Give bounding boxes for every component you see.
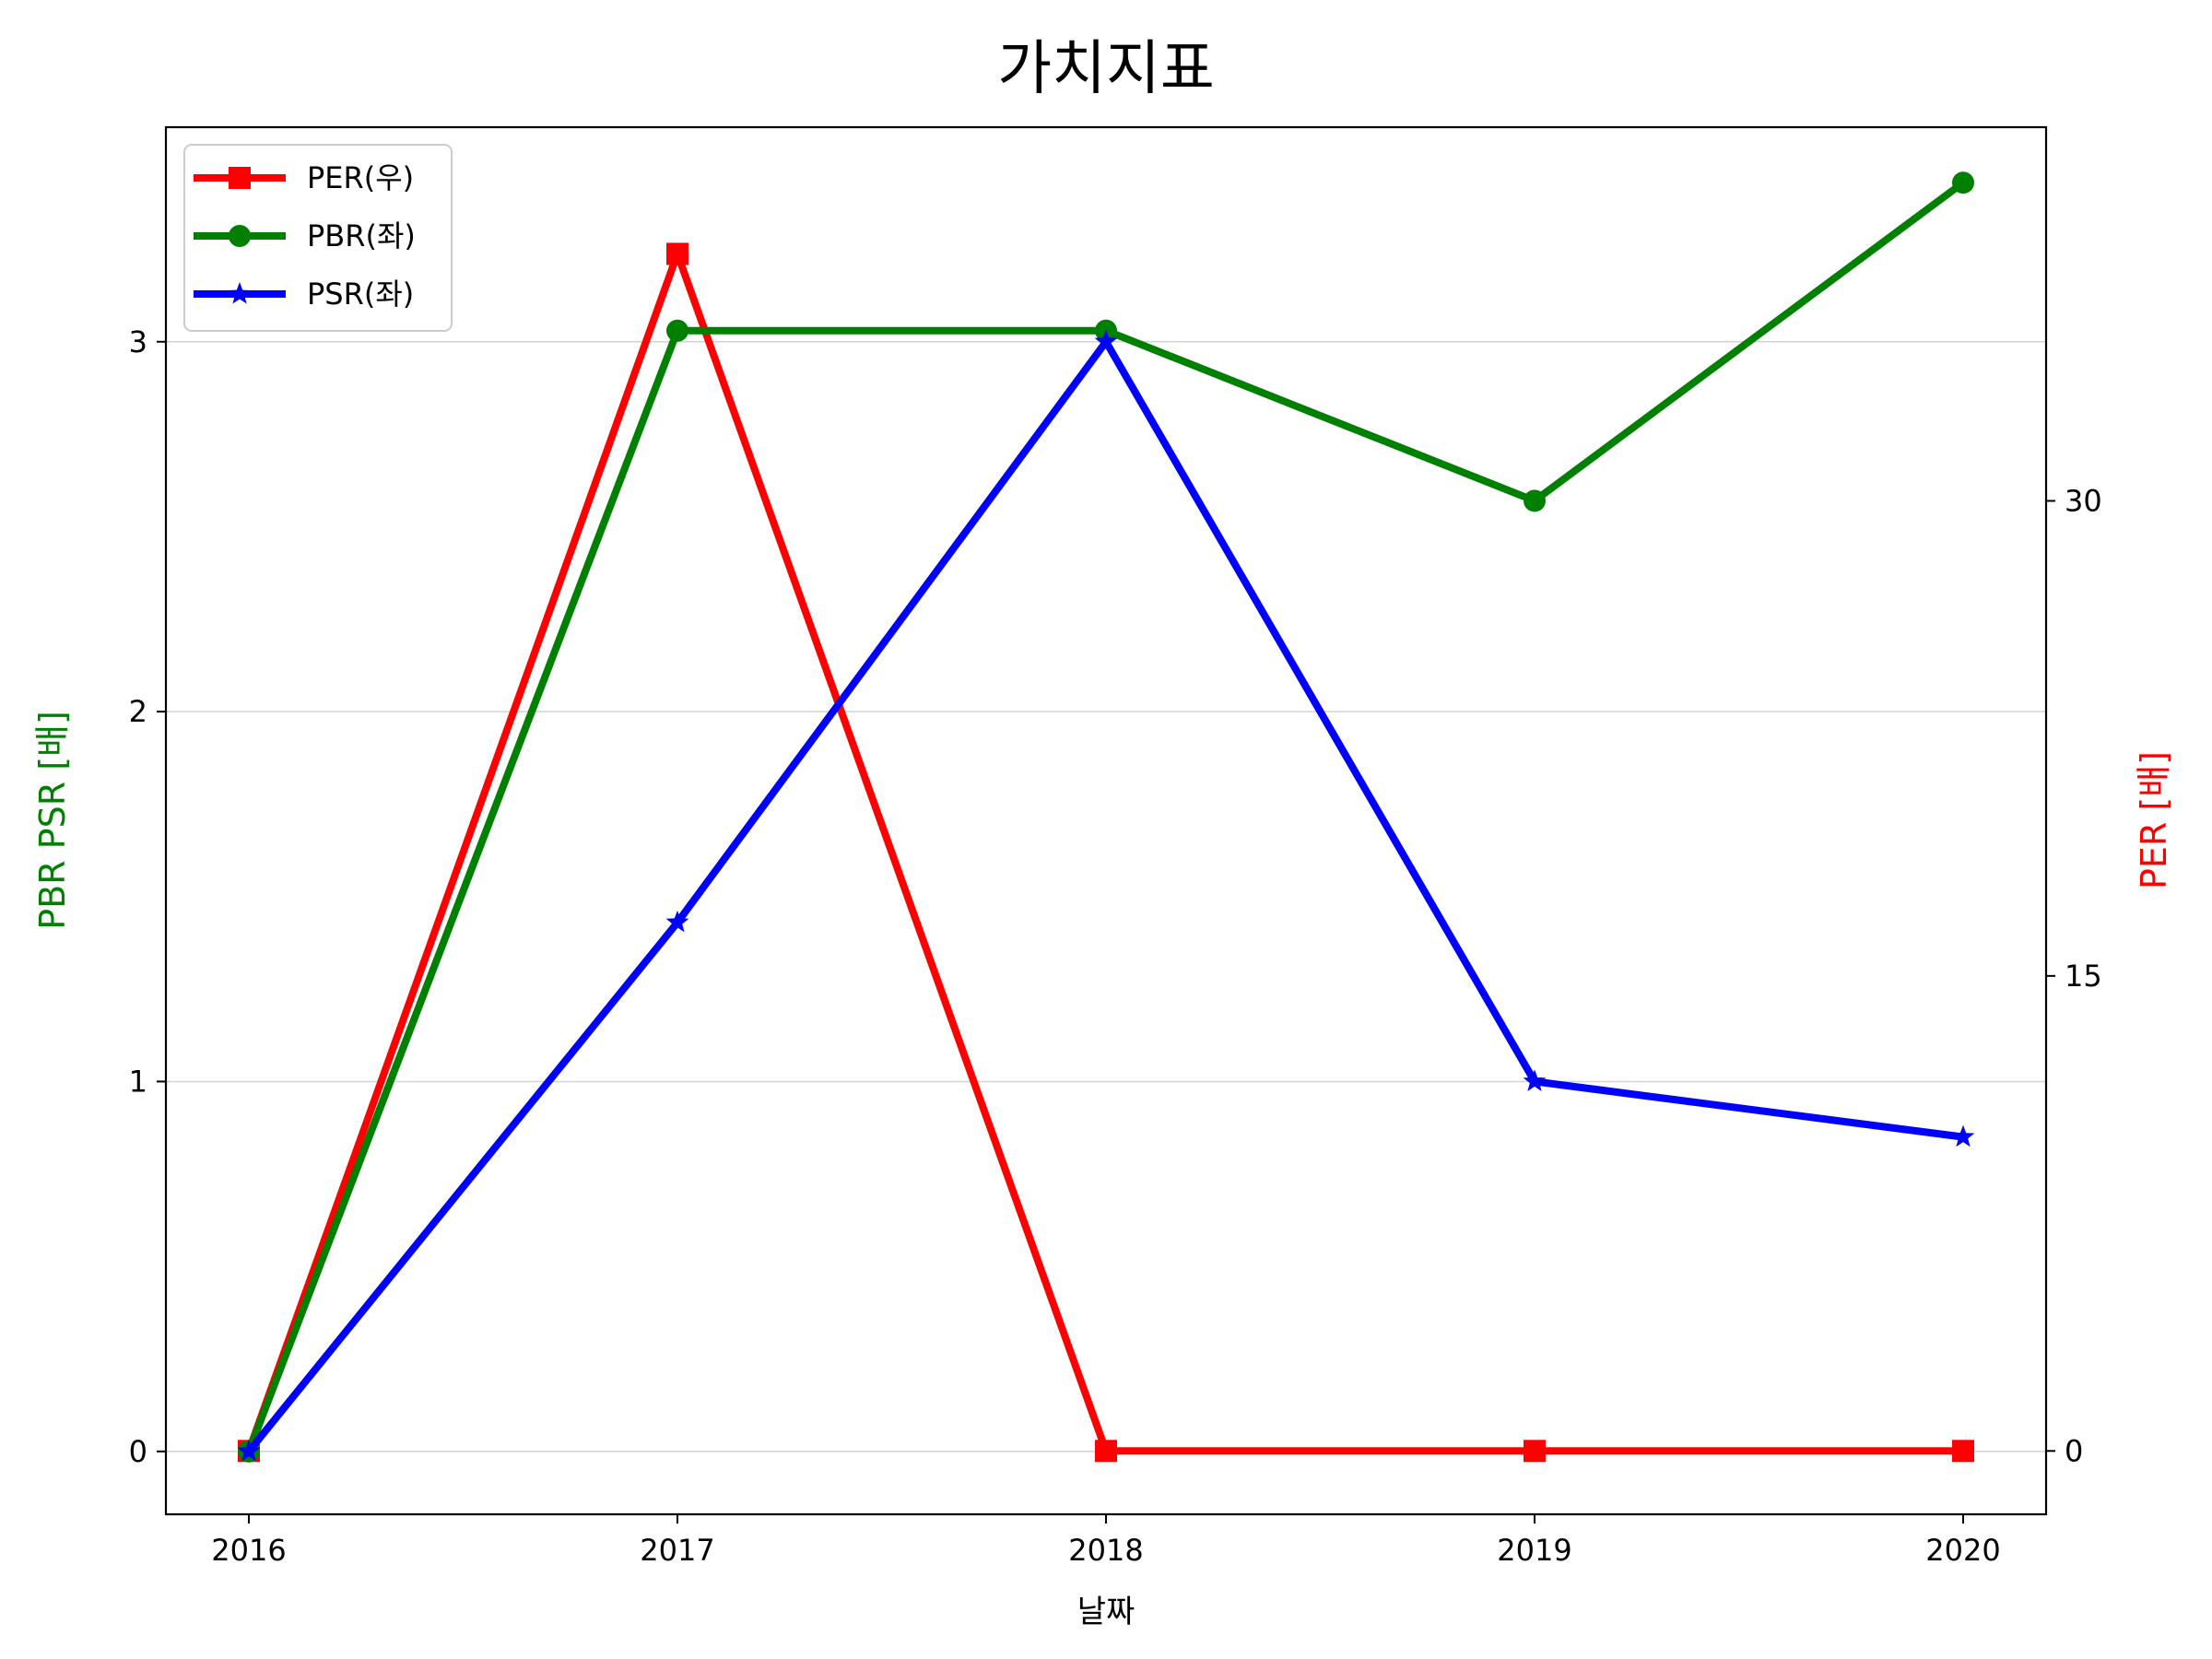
y-left-tick-label: 0 [129, 1434, 147, 1469]
data-point [666, 319, 688, 342]
legend-marker [228, 282, 252, 304]
x-tick-label: 2018 [1068, 1533, 1143, 1568]
y-left-tick-label: 2 [129, 694, 147, 729]
y-axis-right-ticks: 0 15 30 [2046, 483, 2102, 1468]
data-point [1952, 1440, 1974, 1463]
y-left-tick-label: 3 [129, 324, 147, 359]
y-right-tick-label: 0 [2065, 1433, 2083, 1468]
x-tick-label: 2019 [1497, 1533, 1571, 1568]
y-axis-right-label: PER [배] [2134, 751, 2174, 889]
series-square [238, 242, 1974, 1463]
data-point [1524, 489, 1546, 512]
data-point [665, 910, 689, 933]
data-point [1951, 1124, 1975, 1147]
x-tick-label: 2017 [640, 1533, 714, 1568]
y-right-tick-label: 30 [2065, 483, 2102, 518]
legend-label: PBR(좌) [307, 218, 416, 253]
legend-marker [229, 225, 251, 247]
legend-frame [183, 144, 453, 332]
legend-marker [229, 167, 251, 189]
data-point [1094, 329, 1118, 352]
legend-label: PER(우) [307, 160, 414, 195]
x-axis-ticks: 2016 2017 2018 2019 2020 [211, 1514, 2001, 1568]
y-axis-left-label: PBR PSR [배] [32, 711, 73, 930]
y-right-tick-label: 15 [2065, 959, 2102, 994]
legend-label: PSR(좌) [307, 276, 414, 312]
chart-title: 가치지표 [997, 35, 1215, 103]
data-point [1952, 171, 1974, 194]
x-axis-label: 날짜 [1077, 1594, 1135, 1630]
data-point [237, 1439, 261, 1462]
data-point [1523, 1069, 1547, 1091]
legend: PER(우) PBR(좌) PSR(좌) [183, 144, 453, 332]
data-point [1095, 1440, 1117, 1463]
data-point [666, 242, 688, 265]
y-axis-left-ticks: 0 1 2 3 [129, 324, 166, 1469]
x-tick-label: 2020 [1925, 1533, 2000, 1568]
data-point [1524, 1440, 1546, 1463]
plot-series [237, 171, 1975, 1463]
x-tick-label: 2016 [211, 1533, 286, 1568]
y-left-tick-label: 1 [129, 1064, 147, 1099]
series-star [237, 329, 1975, 1462]
